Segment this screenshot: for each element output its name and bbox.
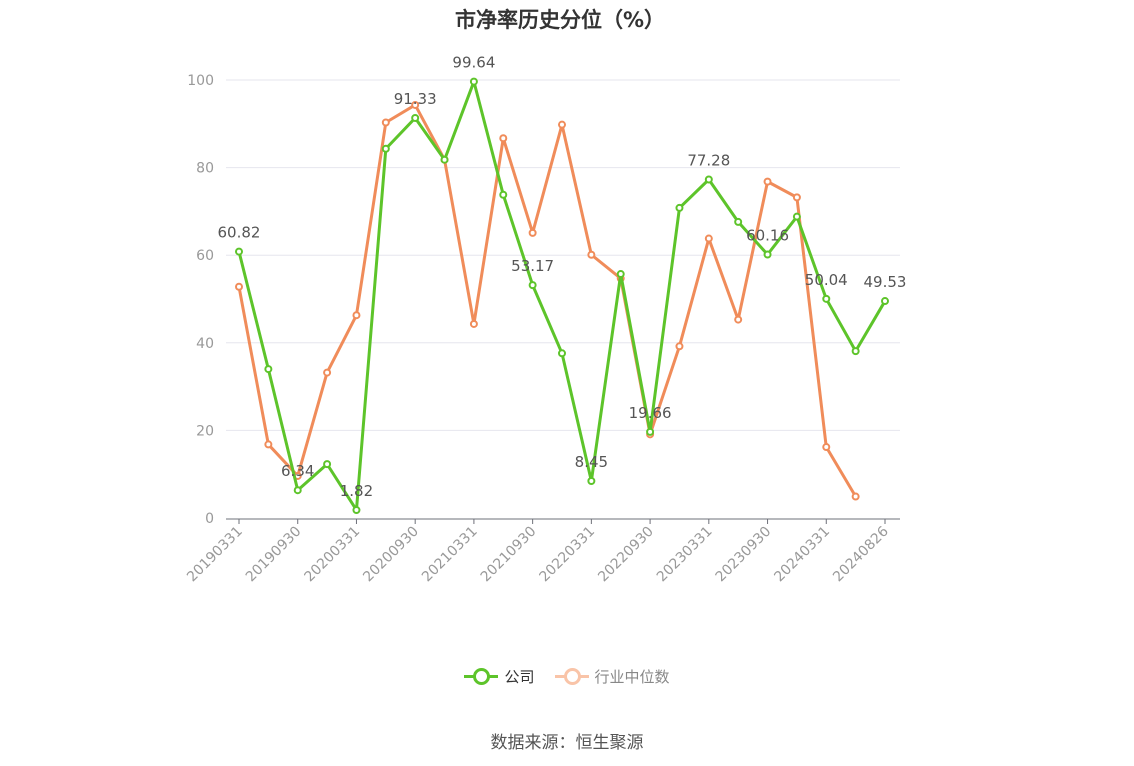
data-point: [352, 506, 361, 515]
data-point: [675, 203, 684, 212]
data-label: 1.82: [340, 482, 373, 500]
data-point: [792, 193, 801, 202]
data-point: [763, 177, 772, 186]
x-tick-label: 20220331: [536, 524, 598, 586]
y-tick-label: 80: [196, 161, 214, 177]
data-label: 77.28: [687, 152, 730, 170]
data-point: [734, 217, 743, 226]
data-point: [792, 212, 801, 221]
x-tick-label: 20220930: [595, 524, 657, 586]
series-lines: [235, 77, 889, 515]
data-label: 8.45: [575, 453, 608, 471]
data-point: [528, 228, 537, 237]
legend-item-industry[interactable]: 行业中位数: [554, 666, 670, 687]
data-point: [264, 365, 273, 374]
data-point: [587, 476, 596, 485]
data-label: 49.53: [864, 273, 907, 291]
legend-industry-dot: [563, 668, 581, 685]
data-label: 50.04: [805, 271, 848, 289]
source-note: 数据来源：恒生聚源: [490, 733, 644, 753]
y-axis-ticks: 0 20 40 60 80 100: [187, 73, 214, 527]
legend-company-marker-icon: [464, 667, 499, 685]
y-tick-label: 0: [205, 511, 214, 527]
data-point: [616, 270, 625, 279]
data-point: [558, 120, 566, 129]
x-tick-label: 20230331: [654, 524, 716, 586]
data-labels: 60.82 6.34 1.82 91.33 99.64 53.17 8.45 19.66 77.…: [218, 54, 907, 500]
data-label: 60.16: [746, 226, 789, 244]
data-point: [704, 234, 713, 243]
legend: 公司 行业中位数: [0, 664, 1134, 688]
chart-title: 市净率历史分位（%）: [454, 8, 666, 32]
x-tick-label: 20210331: [419, 524, 481, 586]
data-point: [440, 155, 449, 164]
x-tick-label: 20190930: [243, 524, 305, 586]
data-label: 91.33: [394, 90, 437, 108]
x-tick-label: 20190331: [184, 524, 246, 586]
x-axis: 2019033120190930202003312020093020210331…: [184, 518, 900, 586]
data-point: [235, 282, 243, 291]
data-point: [646, 427, 655, 436]
data-point: [704, 175, 713, 184]
legend-company-dot: [473, 668, 491, 685]
data-point: [469, 77, 478, 86]
data-point: [763, 250, 772, 259]
series-line-1: [237, 103, 857, 498]
y-tick-label: 40: [196, 336, 214, 352]
data-point: [381, 118, 390, 127]
data-point: [587, 250, 596, 259]
data-point: [675, 342, 684, 351]
data-point: [881, 297, 889, 306]
data-point: [235, 247, 243, 256]
data-label: 99.64: [452, 54, 495, 72]
data-label: 53.17: [511, 257, 554, 275]
data-label: 19.66: [629, 404, 672, 422]
series-line-0: [237, 80, 887, 512]
grid-lines: [226, 79, 900, 431]
x-tick-label: 20210930: [478, 524, 540, 586]
data-point: [411, 113, 420, 122]
data-label: 60.82: [218, 224, 261, 242]
legend-label-industry: 行业中位数: [594, 667, 670, 686]
data-point: [851, 492, 860, 501]
data-point: [323, 460, 332, 469]
data-point: [469, 319, 478, 328]
data-point: [499, 134, 508, 143]
x-tick-label: 20200331: [302, 524, 364, 586]
x-tick-label: 20230930: [713, 524, 775, 586]
legend-item-company[interactable]: 公司: [464, 666, 535, 687]
data-point: [264, 440, 273, 449]
data-point: [411, 100, 420, 109]
data-point: [381, 144, 390, 153]
data-point: [822, 443, 831, 452]
data-point: [528, 281, 537, 290]
x-tick-label: 20240826: [830, 523, 892, 585]
legend-label-company: 公司: [504, 667, 535, 686]
data-point: [822, 294, 831, 303]
data-point: [499, 190, 508, 199]
x-tick-label: 20240331: [771, 524, 833, 586]
data-point: [734, 315, 743, 324]
y-tick-label: 20: [196, 423, 214, 439]
data-point: [352, 311, 361, 320]
y-tick-label: 100: [187, 73, 214, 89]
data-point: [293, 486, 302, 495]
data-point: [851, 347, 860, 356]
data-point: [323, 368, 332, 377]
legend-industry-marker-icon: [554, 667, 589, 685]
data-point: [558, 349, 566, 358]
data-label: 6.34: [281, 462, 314, 480]
y-tick-label: 60: [196, 248, 214, 264]
x-tick-label: 20200930: [360, 524, 422, 586]
